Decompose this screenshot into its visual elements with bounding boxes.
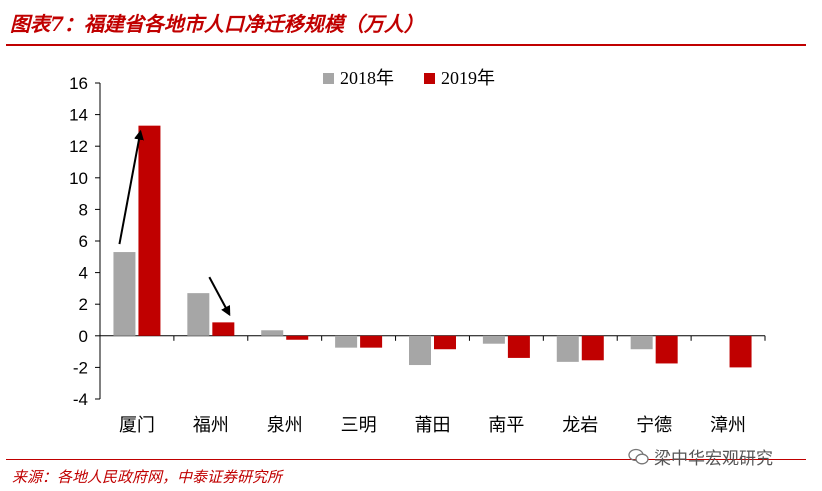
- chart-title: 图表7：福建省各地市人口净迁移规模（万人）: [10, 12, 424, 36]
- category-label: 莆田: [415, 415, 451, 436]
- title-rule: [6, 44, 806, 46]
- bar-2018: [113, 252, 136, 336]
- category-label: 龙岩: [562, 415, 598, 436]
- trend-arrow-down: [208, 276, 231, 317]
- bar-2018: [187, 293, 210, 336]
- y-tick-label: 12: [69, 137, 88, 156]
- bar-2019: [434, 335, 456, 350]
- bar-2019: [286, 335, 309, 340]
- bar-2018: [335, 335, 358, 348]
- y-tick-label: 0: [79, 327, 88, 346]
- y-tick-label: 2: [79, 295, 88, 314]
- bar-2019: [360, 335, 383, 348]
- y-tick-label: -4: [73, 390, 88, 409]
- trend-arrow-up: [118, 129, 144, 245]
- category-label: 泉州: [267, 415, 303, 436]
- wechat-icon: [628, 448, 649, 464]
- y-tick-label: 8: [79, 200, 88, 219]
- watermark: 梁中华宏观研究: [628, 444, 773, 469]
- bar-2018: [409, 335, 431, 366]
- category-label: 三明: [341, 415, 377, 436]
- y-tick-label: 6: [79, 232, 88, 251]
- legend-swatch-2018: [323, 73, 334, 84]
- category-label: 福州: [193, 415, 229, 436]
- footer-rule: [6, 459, 806, 460]
- category-label: 漳州: [710, 415, 746, 436]
- legend-label-2018: 2018年: [340, 68, 394, 88]
- bar-2019: [138, 125, 161, 336]
- category-label: 厦门: [119, 415, 155, 436]
- y-tick-label: 10: [69, 169, 88, 188]
- bar-2018: [630, 335, 653, 350]
- y-tick-label: 16: [69, 74, 88, 93]
- legend-label-2019: 2019年: [441, 68, 495, 88]
- watermark-text: 梁中华宏观研究: [654, 449, 773, 469]
- bar-2019: [729, 335, 752, 368]
- category-label: 宁德: [636, 415, 672, 436]
- y-tick-label: -2: [73, 358, 88, 377]
- bar-2019: [507, 335, 530, 358]
- category-label: 南平: [488, 415, 524, 436]
- y-tick-label: 4: [79, 264, 88, 283]
- source-note: 来源：各地人民政府网，中泰证券研究所: [12, 468, 283, 486]
- bar-2018: [556, 335, 579, 362]
- bar-2019: [655, 335, 678, 364]
- legend-swatch-2019: [424, 73, 435, 84]
- bar-2018: [482, 335, 505, 344]
- bar-2019: [581, 335, 604, 361]
- y-tick-label: 14: [69, 106, 88, 125]
- bar-2018: [261, 330, 284, 336]
- bar-2019: [212, 322, 235, 336]
